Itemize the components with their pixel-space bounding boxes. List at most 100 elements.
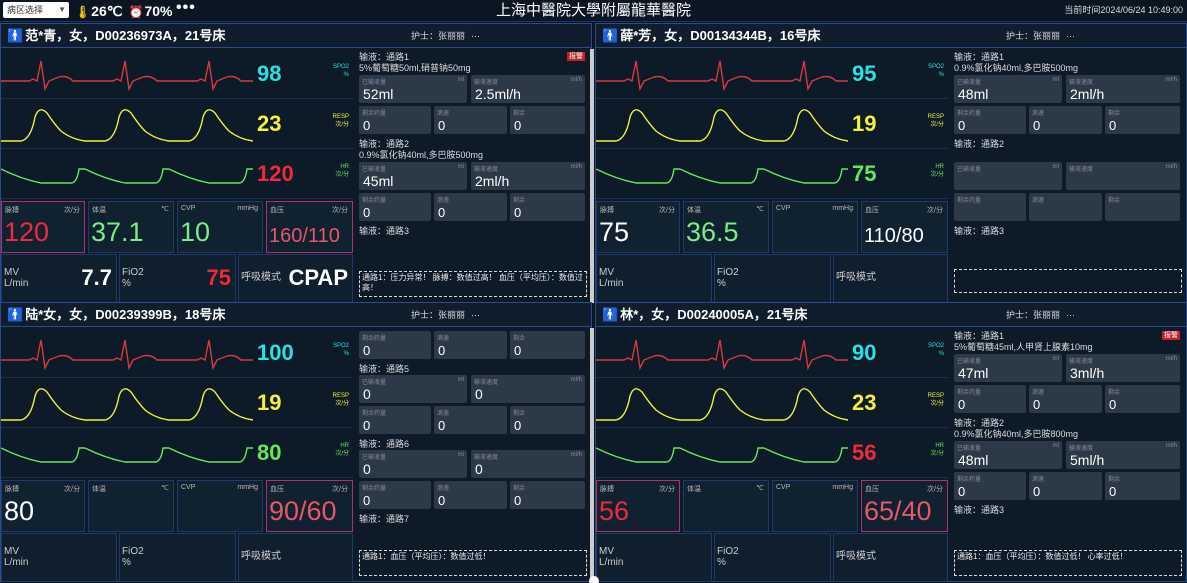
temp-unit: ℃	[161, 206, 169, 213]
spo2-unit: %	[938, 72, 944, 78]
drip-label: 滴速	[437, 198, 450, 204]
dose-label: 剩余药量	[362, 336, 387, 342]
infused-value: 48ml	[958, 86, 989, 102]
mv-box: MV L/min	[596, 254, 712, 303]
temp-label: 体温	[92, 207, 106, 214]
scrollbar[interactable]	[590, 49, 594, 303]
speed-value: 2ml/h	[475, 173, 510, 189]
nurse-info: 护士：张丽丽 ···	[411, 24, 480, 48]
dose-label: 剩余药量	[362, 198, 387, 204]
remaining-label: 剩余	[1108, 390, 1121, 396]
drip-cell: 滴速 0	[434, 106, 507, 134]
drip-value: 0	[1033, 484, 1041, 499]
spo2-value: 90	[852, 340, 877, 365]
pulse-value: 75	[599, 217, 630, 247]
resp-unit: 次/分	[930, 401, 944, 407]
drip-cell: 滴速 0	[434, 193, 507, 221]
dose-cell: 剩余药量 0	[359, 481, 431, 509]
vitals-row: 脉搏 次/分 80 体温 ℃ CVP mmHg 血压 次/分 90/60	[1, 478, 353, 532]
patient-info: 林*，女，D00240005A，21号床	[620, 307, 808, 322]
infusion-title: 输液：通路1	[954, 52, 1005, 62]
remaining-label: 剩余	[1108, 198, 1121, 204]
patient-info: 陆*女，女，D00239399B，18号床	[25, 307, 226, 322]
nurse-name: 张丽丽	[438, 31, 466, 41]
hr-value: 75	[852, 161, 877, 186]
mode-box: 呼吸模式	[238, 533, 353, 582]
infusion-list[interactable]: 输液：通路1 0.9%氯化钠40ml,多巴胺500mg 已输液量 ml 48ml …	[950, 49, 1186, 303]
drip-value: 0	[1033, 118, 1041, 133]
patient-info: 范*青，女，D00236973A，21号床	[25, 28, 226, 43]
more-icon[interactable]: ···	[471, 31, 481, 41]
cvp-value: 10	[180, 217, 211, 247]
fio2-box: FiO2%	[714, 254, 831, 303]
remaining-label: 剩余	[513, 411, 526, 417]
bp-label: 血压	[270, 207, 284, 214]
patient-panel[interactable]: 🚹 薛*芳，女，D00134344B，16号床 护士：张丽丽 ··· 95 SPO2…	[595, 23, 1187, 303]
humidity-icon: ⏰	[128, 5, 144, 19]
drip-value: 0	[1033, 397, 1041, 412]
infusion-title: 输液：通路2	[954, 139, 1005, 149]
hr-label: HR 次/分	[335, 442, 349, 458]
infused-volume: 已输液量 ml 45ml	[359, 162, 467, 190]
temp-box: 体温 ℃	[683, 480, 769, 532]
infusion-list[interactable]: 输液：通路1 报警 5%葡萄糖45ml,人甲肾上腺素10mg 已输液量 ml 47m…	[950, 328, 1186, 582]
speed-value: 0	[475, 386, 483, 402]
speed-label: 输液速度	[474, 380, 499, 386]
remaining-cell: 剩余 0	[1105, 106, 1180, 134]
hr-name: HR	[340, 164, 349, 170]
infusion-drug: 0.9%氯化钠40ml,多巴胺800mg	[954, 429, 1079, 439]
cvp-box: CVP mmHg	[772, 480, 858, 532]
mv-label: MV L/min	[599, 267, 624, 289]
spo2-name: SPO2	[927, 343, 944, 349]
more-icon[interactable]: ···	[1066, 310, 1076, 320]
temp-box: 体温 ℃	[88, 480, 174, 532]
temp-label: 体温	[687, 207, 701, 214]
dose-value: 0	[363, 205, 371, 220]
infusion-list[interactable]: 输液：通路1 报警 5%葡萄糖50ml,硝普钠50mg 已输液量 ml 52ml 输…	[355, 49, 591, 303]
patient-panel[interactable]: 🚹 陆*女，女，D00239399B，18号床 护士：张丽丽 ··· 100 SPO…	[0, 302, 594, 582]
bp-value: 90/60	[269, 496, 337, 526]
speed-value: 2.5ml/h	[475, 86, 521, 102]
pulse-unit: 次/分	[64, 486, 80, 493]
more-icon[interactable]: ···	[1066, 31, 1076, 41]
resp-unit: 次/分	[335, 401, 349, 407]
patient-panel[interactable]: 🚹 林*，女，D00240005A，21号床 护士：张丽丽 ··· 90 SPO2%…	[595, 302, 1187, 582]
temperature-value: 26℃	[91, 2, 123, 19]
hr-label: HR 次/分	[930, 163, 944, 179]
resp-row: 19 RESP 次/分	[1, 378, 353, 428]
patient-panel[interactable]: 🚹 范*青，女，D00236973A，21号床 护士：张丽丽 ··· 98 SPO2…	[0, 23, 594, 303]
infusion-list[interactable]: 剩余药量 0 滴速 0 剩余 0 输液：通路5 已输液量 ml 0 输液速度 ml…	[355, 328, 591, 582]
mv-label: MV L/min	[4, 267, 29, 289]
bp-unit: 次/分	[927, 207, 943, 214]
cvp-unit: mmHg	[832, 484, 853, 491]
mode-value: CPAP	[288, 265, 349, 290]
spo2-unit: %	[343, 351, 349, 357]
dose-cell: 剩余药量 0	[359, 193, 431, 221]
nurse-label: 护士：	[1006, 310, 1034, 320]
alarm-message: 通路1：压力异常！ 脉搏：数值过高！ 血压（平均压）：数值过高！	[359, 271, 587, 297]
infused-label: 已输液量	[362, 380, 387, 386]
more-icon[interactable]: ···	[471, 310, 481, 320]
speed-label: 输液速度	[474, 167, 499, 173]
home-indicator[interactable]	[589, 576, 599, 583]
spo2-row: 95 SPO2%	[596, 49, 948, 99]
infused-value: 45ml	[363, 173, 394, 189]
infused-volume: 已输液量 ml 48ml	[954, 75, 1062, 103]
speed-label: 输液速度	[1069, 359, 1094, 365]
spo2-unit: %	[938, 351, 944, 357]
infused-label: 已输液量	[362, 455, 387, 461]
dose-value: 0	[363, 118, 371, 133]
vitals-area: 95 SPO2% 19 RESP 次/分 75 HR 次/分 脉搏 次/分 75 体…	[596, 49, 948, 303]
infused-unit: ml	[457, 377, 464, 383]
infused-label: 已输液量	[362, 167, 387, 173]
more-menu-button[interactable]: •••	[176, 0, 196, 16]
fio2-label: FiO2%	[122, 267, 144, 289]
drip-value: 0	[438, 418, 446, 433]
scrollbar[interactable]	[590, 328, 594, 582]
drip-cell: 滴速 0	[434, 406, 507, 434]
pulse-value: 80	[4, 496, 35, 526]
ward-select[interactable]: 病区选择 ▼	[3, 2, 69, 18]
temp-value: 37.1	[91, 217, 144, 247]
pulse-unit: 次/分	[659, 207, 675, 214]
bp-box: 血压 次/分 65/40	[861, 480, 948, 532]
